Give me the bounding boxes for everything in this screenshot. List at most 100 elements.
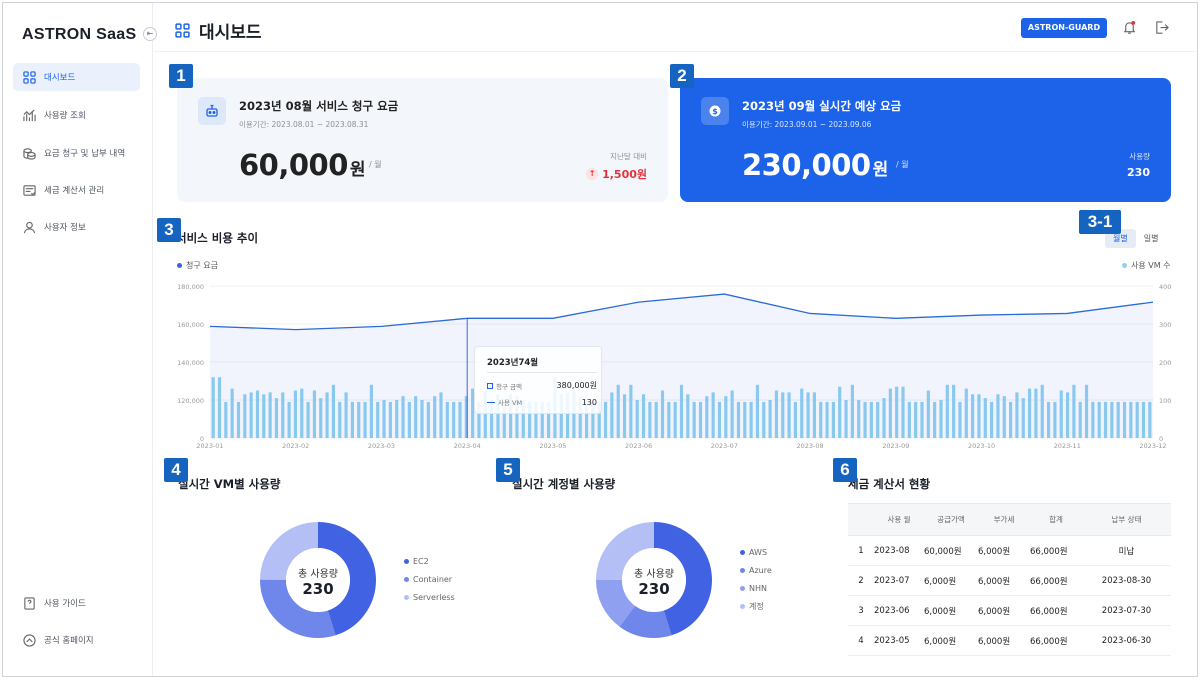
- sidebar-collapse-button[interactable]: ⇤: [143, 27, 157, 41]
- table-row[interactable]: 3 2023-06 6,000원 6,000원 66,000원 2023-07-…: [848, 595, 1171, 626]
- bar: [300, 388, 304, 438]
- bar: [819, 401, 823, 438]
- bar: [705, 396, 709, 438]
- x-tick-label: 2023-05: [539, 442, 566, 450]
- legend-dot: [404, 558, 409, 564]
- donut-segment: [260, 522, 376, 638]
- sidebar-item-guide[interactable]: 사용 가이드: [13, 589, 140, 617]
- bar: [933, 401, 937, 438]
- cell-status: 2023-08-30: [1082, 565, 1171, 596]
- legend-label: AWS: [749, 547, 768, 557]
- bar: [812, 392, 816, 438]
- tooltip-divider: [487, 372, 597, 373]
- bar: [1116, 401, 1120, 438]
- bar: [338, 401, 342, 438]
- bar: [660, 390, 665, 438]
- y-tick-label-left: 160,000: [177, 321, 204, 329]
- bar: [439, 392, 443, 438]
- table-row[interactable]: 2 2023-07 6,000원 6,000원 66,000원 2023-08-…: [848, 565, 1171, 596]
- legend-dot: [740, 549, 745, 555]
- bar: [1084, 384, 1089, 438]
- bar: [395, 400, 399, 438]
- bar: [1028, 388, 1032, 438]
- invoice-icon: [23, 184, 36, 196]
- home-icon: [23, 633, 36, 647]
- bar: [939, 400, 943, 438]
- annotation-badge-3-1: 3-1: [1079, 210, 1121, 234]
- tooltip-value: 380,000원: [556, 381, 597, 390]
- bar: [382, 400, 386, 438]
- bar: [490, 400, 494, 438]
- legend-dot: [740, 567, 745, 573]
- bar: [730, 390, 734, 438]
- astron-guard-button[interactable]: ASTRON-GUARD: [1021, 18, 1107, 38]
- bar: [1021, 398, 1025, 438]
- sidebar-item-user-info[interactable]: 사용자 정보: [13, 213, 140, 241]
- y-tick-label-right: 0: [1159, 435, 1163, 443]
- legend-label: EC2: [413, 556, 429, 566]
- bar: [559, 394, 563, 438]
- bar: [1103, 401, 1108, 438]
- table-row[interactable]: 1 2023-08 60,000원 6,000원 66,000원 미납: [848, 535, 1171, 566]
- bar: [236, 401, 241, 438]
- sidebar-item-dashboard[interactable]: 대시보드: [13, 63, 140, 91]
- coins-icon: [23, 147, 36, 160]
- bar: [692, 401, 696, 438]
- x-tick-label: 2023-11: [1054, 442, 1081, 450]
- cell-index: 1: [848, 535, 874, 566]
- x-tick-label: 2023-06: [625, 442, 652, 450]
- bar: [876, 401, 880, 438]
- toggle-daily[interactable]: 일별: [1143, 234, 1159, 243]
- tooltip-key: 사용 VM: [487, 397, 522, 407]
- line-icon: [487, 401, 495, 403]
- line-series: [209, 293, 1154, 331]
- sidebar-item-label: 공식 홈페이지: [44, 636, 94, 646]
- bar: [736, 401, 741, 438]
- vm-usage-donut: [260, 522, 376, 638]
- card-compare-label: 지난달 대비: [610, 152, 647, 161]
- y-tick-label-left: 0: [200, 435, 204, 443]
- y-tick-label-right: 400: [1159, 283, 1171, 291]
- logout-icon[interactable]: [1154, 20, 1169, 35]
- table-row[interactable]: 4 2023-05 6,000원 6,000원 66,000원 2023-06-…: [848, 625, 1171, 656]
- cell-index: 3: [848, 595, 874, 626]
- bar: [540, 401, 544, 438]
- guide-icon: [24, 596, 35, 610]
- bar: [515, 396, 519, 438]
- bell-icon[interactable]: [1122, 20, 1137, 35]
- legend-dot: [404, 594, 409, 600]
- brand-logo[interactable]: ASTRON SaaS: [22, 26, 137, 43]
- bar: [477, 401, 481, 438]
- bar: [483, 390, 487, 438]
- sidebar-item-homepage[interactable]: 공식 홈페이지: [13, 626, 140, 654]
- legend-item: Azure: [740, 561, 772, 579]
- legend-dot: [740, 585, 745, 591]
- sidebar-item-label: 사용량 조회: [44, 111, 86, 121]
- bar: [565, 392, 570, 438]
- cell-total: 66,000원: [1030, 535, 1082, 566]
- bar: [452, 401, 456, 438]
- sidebar-item-label: 세금 계산서 관리: [44, 186, 105, 196]
- user-icon: [23, 221, 36, 233]
- page-title-text: 대시보드: [199, 23, 262, 43]
- bar: [1072, 384, 1076, 438]
- bar: [1141, 401, 1146, 438]
- bar: [901, 386, 905, 438]
- x-tick-label: 2023-10: [968, 442, 995, 450]
- donut-hole: [622, 548, 686, 612]
- account-usage-legend: AWS Azure NHN 계정: [740, 543, 772, 615]
- bar: [888, 388, 892, 438]
- usage-chart-icon: [23, 109, 36, 121]
- sidebar-item-billing[interactable]: 요금 청구 및 납부 내역: [13, 139, 140, 167]
- annotation-badge-3: 3: [157, 218, 181, 242]
- bar: [1015, 392, 1019, 438]
- cell-supply: 6,000원: [924, 595, 978, 626]
- bar: [743, 401, 747, 438]
- y-tick-label-right: 200: [1159, 359, 1171, 367]
- tooltip-key-text: 사용 VM: [498, 399, 523, 407]
- sidebar-item-usage[interactable]: 사용량 조회: [13, 101, 140, 129]
- sidebar-item-tax-invoice[interactable]: 세금 계산서 관리: [13, 176, 140, 204]
- card-title: 2023년 09월 실시간 예상 요금: [742, 99, 902, 113]
- bar: [376, 401, 380, 438]
- cell-index: 4: [848, 625, 874, 656]
